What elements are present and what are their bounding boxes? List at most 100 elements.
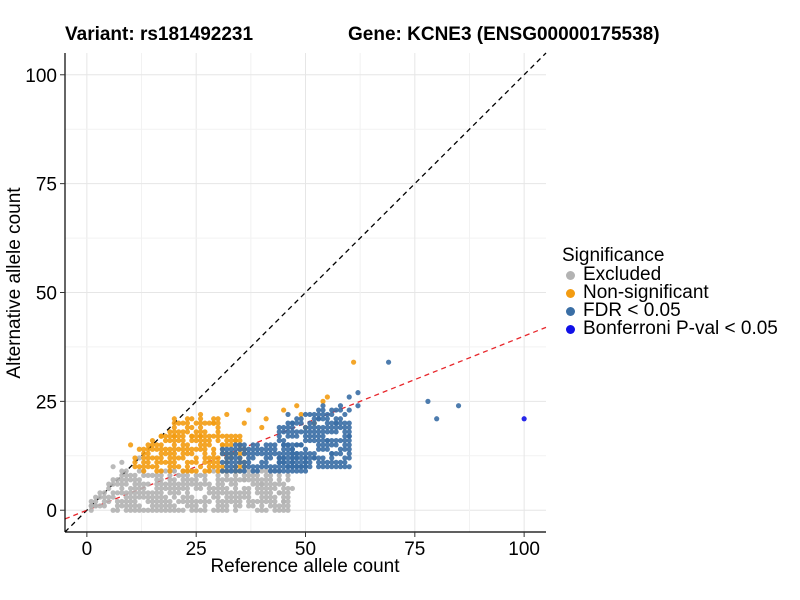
point-fdr-0-05 [285, 446, 291, 452]
legend-dot-bonferroni [566, 324, 575, 334]
point-non-significant [171, 429, 177, 435]
point-excluded [180, 472, 186, 478]
point-excluded [189, 498, 195, 505]
point-non-significant [184, 468, 191, 474]
point-non-significant [145, 442, 151, 448]
data-points [88, 359, 527, 513]
point-excluded [184, 498, 191, 505]
point-fdr-0-05 [267, 442, 274, 448]
point-excluded [206, 498, 212, 505]
point-non-significant [154, 459, 160, 465]
point-excluded [176, 507, 182, 513]
point-excluded [127, 477, 134, 483]
point-fdr-0-05 [329, 437, 335, 444]
point-non-significant [259, 424, 265, 431]
point-fdr-0-05 [219, 446, 226, 452]
point-excluded [267, 477, 274, 483]
point-non-significant [167, 451, 173, 457]
point-excluded [110, 477, 116, 483]
point-excluded [162, 494, 169, 500]
point-excluded [158, 485, 164, 492]
point-excluded [241, 494, 247, 500]
point-fdr-0-05 [281, 429, 287, 435]
point-fdr-0-05 [219, 451, 226, 457]
point-fdr-0-05 [333, 451, 339, 457]
y-axis-label: Alternative allele count [4, 187, 25, 379]
point-excluded [276, 490, 282, 496]
point-excluded [149, 490, 156, 496]
point-fdr-0-05 [342, 446, 348, 452]
point-excluded [119, 490, 125, 496]
point-fdr-0-05 [333, 464, 339, 470]
point-excluded [162, 481, 169, 487]
point-excluded [219, 485, 226, 492]
point-excluded [281, 498, 287, 505]
point-non-significant [197, 442, 204, 448]
point-excluded [206, 481, 212, 487]
point-excluded [189, 507, 195, 513]
point-non-significant [281, 407, 287, 413]
point-excluded [259, 490, 265, 496]
point-excluded [281, 490, 287, 496]
point-excluded [237, 477, 243, 483]
point-fdr-0-05 [302, 446, 309, 452]
point-excluded [202, 498, 208, 505]
point-fdr-0-05 [289, 442, 295, 448]
point-fdr-0-05 [259, 464, 265, 470]
point-fdr-0-05 [324, 464, 330, 470]
point-non-significant [145, 464, 151, 470]
point-excluded [158, 490, 164, 496]
point-excluded [158, 477, 164, 483]
point-fdr-0-05 [263, 464, 269, 470]
point-fdr-0-05 [337, 446, 344, 452]
point-excluded [162, 503, 169, 509]
point-excluded [180, 485, 186, 492]
point-fdr-0-05 [311, 451, 317, 457]
point-excluded [136, 507, 142, 513]
point-excluded [123, 477, 129, 483]
point-excluded [259, 481, 265, 487]
point-excluded [93, 494, 99, 500]
point-excluded [132, 503, 138, 509]
point-non-significant [228, 433, 234, 439]
point-non-significant [215, 459, 221, 465]
point-non-significant [136, 446, 142, 452]
point-excluded [136, 481, 142, 487]
point-fdr-0-05 [276, 437, 282, 444]
point-non-significant [211, 420, 217, 426]
point-excluded [241, 477, 247, 483]
axes: 0 25 50 75 100 0 25 50 75 100 [25, 53, 546, 560]
point-excluded [180, 477, 186, 483]
point-excluded [202, 472, 208, 478]
point-fdr-0-05 [237, 455, 243, 461]
point-excluded [114, 481, 121, 487]
point-fdr-0-05 [320, 464, 326, 470]
point-fdr-0-05 [320, 407, 326, 413]
point-fdr-0-05 [307, 451, 313, 457]
y-tick-label: 50 [36, 284, 57, 305]
point-non-significant [193, 446, 199, 452]
point-non-significant [206, 464, 212, 470]
point-fdr-0-05 [294, 464, 300, 470]
point-fdr-0-05 [228, 468, 234, 474]
point-non-significant [202, 459, 208, 465]
point-fdr-0-05 [250, 451, 256, 457]
point-excluded [246, 485, 252, 492]
point-excluded [215, 485, 221, 492]
point-excluded [246, 468, 252, 474]
point-fdr-0-05 [455, 403, 462, 409]
point-non-significant [197, 464, 204, 470]
point-excluded [267, 490, 274, 496]
point-fdr-0-05 [246, 451, 252, 457]
point-excluded [171, 481, 177, 487]
point-excluded [167, 490, 173, 496]
point-fdr-0-05 [316, 437, 322, 444]
point-fdr-0-05 [342, 459, 348, 465]
point-non-significant [215, 455, 221, 461]
point-non-significant [215, 420, 221, 426]
point-excluded [232, 477, 239, 483]
point-non-significant [351, 359, 357, 365]
point-excluded [167, 477, 173, 483]
point-non-significant [202, 437, 208, 444]
point-fdr-0-05 [289, 429, 295, 435]
